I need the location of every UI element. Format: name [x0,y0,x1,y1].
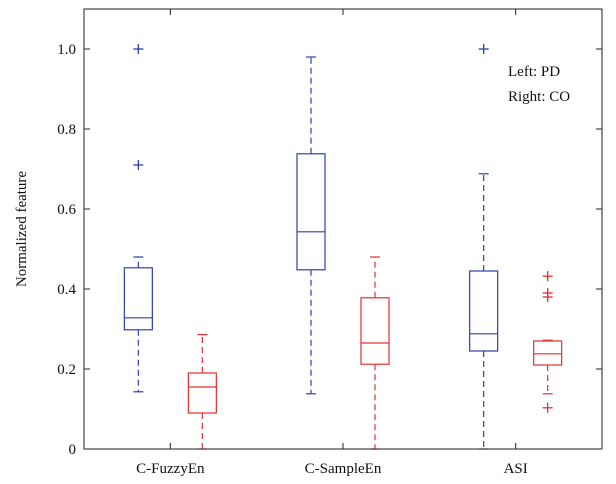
box-iqr [533,340,563,366]
x-tick-label: C-SampleEn [305,461,382,477]
x-tick-labels: C-FuzzyEn C-SampleEn ASI [136,9,528,477]
outlier-marker [542,271,553,282]
boxes-layer [123,44,563,450]
box-left-asi [469,44,499,450]
outlier-marker [542,402,553,413]
outlier-marker [133,44,144,54]
y-tick-label: 0 [69,442,77,458]
box-left-c-sampleen [296,56,326,395]
x-tick-label: ASI [504,461,528,477]
outlier-marker [542,288,553,298]
outlier-marker [133,160,144,170]
y-tick-label: 0.6 [57,202,76,218]
outlier-marker [478,44,489,54]
box-left-c-fuzzyen [123,44,153,393]
y-tick-label: 1.0 [57,42,76,58]
box-iqr [469,270,499,352]
box-right-c-fuzzyen [187,334,217,450]
y-ticks: 0 0.2 0.4 0.6 0.8 1.0 [57,42,602,458]
y-tick-label: 0.4 [57,282,76,298]
y-axis-label: Normalized feature [14,171,30,288]
x-tick-label: C-FuzzyEn [136,461,205,477]
legend-text: Left: PD Right: CO [508,64,570,105]
y-tick-label: 0.2 [57,362,76,378]
box-iqr [296,153,326,271]
box-iqr [123,267,153,331]
box-iqr [187,372,217,414]
box-right-c-sampleen [360,256,390,450]
legend-line-right: Right: CO [508,89,570,105]
box-iqr [360,297,390,365]
box-right-asi [533,271,563,413]
plot-frame [83,8,603,450]
legend-line-left: Left: PD [508,64,560,80]
y-tick-label: 0.8 [57,122,76,138]
